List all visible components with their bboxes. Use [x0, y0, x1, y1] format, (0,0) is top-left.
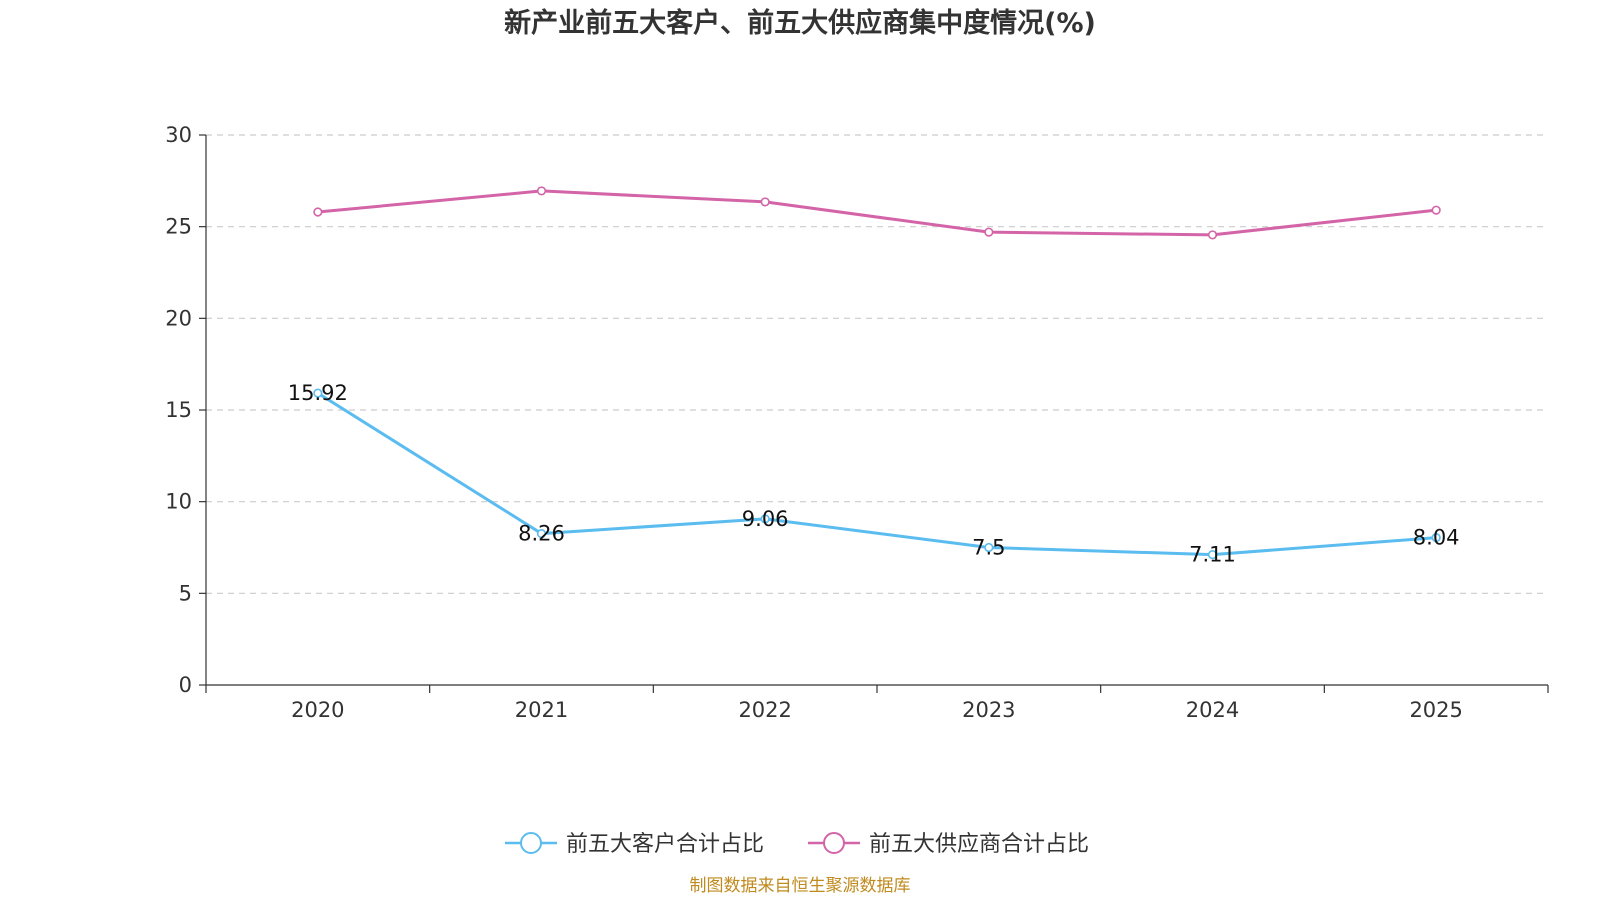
data-label: 9.06	[742, 507, 789, 531]
data-point	[1207, 230, 1218, 240]
series-line-1	[317, 189, 1437, 237]
series	[313, 186, 1441, 560]
data-point	[536, 186, 547, 196]
y-tick-label: 25	[165, 215, 192, 239]
y-tick-label: 5	[179, 581, 192, 605]
x-tick-label: 2022	[738, 698, 791, 722]
legend-item-0[interactable]: 前五大客户合计占比	[505, 832, 764, 857]
source-note: 制图数据来自恒生聚源数据库	[690, 876, 911, 896]
data-point	[1207, 550, 1218, 560]
data-point	[536, 528, 547, 539]
data-label: 7.11	[1189, 543, 1236, 567]
y-tick-label: 20	[165, 306, 192, 330]
data-point	[984, 227, 994, 237]
data-label: 8.26	[518, 522, 565, 546]
x-tick-label: 2024	[1186, 698, 1239, 722]
data-point	[1431, 532, 1441, 543]
data-point	[760, 197, 770, 207]
y-tick-label: 10	[165, 490, 192, 514]
data-point	[313, 388, 323, 398]
legend[interactable]: 前五大客户合计占比 前五大供应商合计占比	[505, 832, 1089, 857]
data-point	[760, 514, 770, 524]
gridlines	[206, 134, 1548, 594]
legend-label: 前五大供应商合计占比	[869, 832, 1089, 857]
data-point	[984, 542, 994, 553]
data-point	[313, 207, 323, 217]
x-tick-label: 2021	[515, 698, 568, 722]
legend-marker-icon	[823, 832, 845, 854]
data-label: 15.92	[288, 381, 348, 405]
series-line-0	[317, 391, 1437, 557]
y-tick-label: 30	[165, 123, 192, 147]
y-tick-label: 15	[165, 398, 192, 422]
x-tick-label: 2025	[1409, 698, 1462, 722]
x-tick-label: 2020	[291, 698, 344, 722]
y-tick-label: 0	[179, 673, 192, 697]
legend-item-1[interactable]: 前五大供应商合计占比	[808, 832, 1089, 857]
legend-marker-icon	[520, 832, 542, 854]
data-label: 7.5	[972, 536, 1005, 560]
legend-label: 前五大客户合计占比	[566, 832, 764, 857]
data-point	[1431, 205, 1441, 215]
x-tick-label: 2023	[962, 698, 1015, 722]
data-label: 8.04	[1413, 526, 1460, 550]
data-labels: 15.92 8.26 9.06 7.5 7.11 8.04	[288, 381, 1460, 567]
chart-title: 新产业前五大客户、前五大供应商集中度情况(%)	[504, 7, 1096, 39]
